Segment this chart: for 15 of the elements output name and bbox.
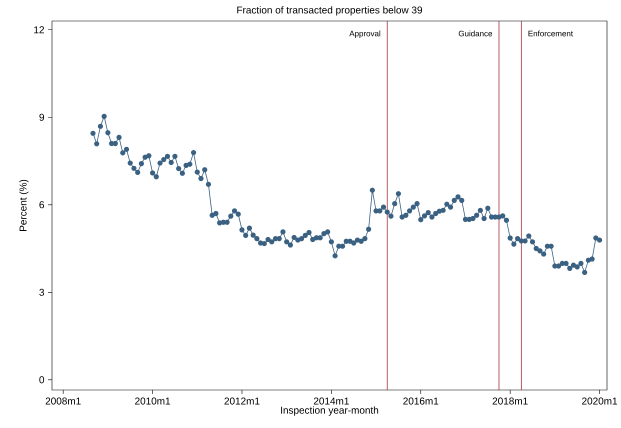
x-tick-label: 2018m1 (492, 398, 528, 405)
x-tick-label: 2014m1 (314, 398, 349, 405)
y-axis-title: Percent (%) (19, 180, 29, 231)
y-tick-label: 12 (34, 26, 44, 34)
chart-title: Fraction of transacted properties below 39 (237, 6, 422, 16)
x-tick-label: 2012m1 (224, 398, 260, 405)
x-tick-label: 2020m1 (582, 398, 618, 405)
x-tick-label: 2010m1 (135, 398, 170, 405)
y-tick-label: 6 (39, 201, 44, 208)
x-tick-label: 2008m1 (46, 398, 81, 405)
y-tick-label: 0 (39, 376, 44, 384)
y-tick-label: 9 (39, 114, 44, 121)
y-tick-label: 3 (39, 288, 44, 296)
x-axis-title: Inspection year-month (281, 406, 378, 416)
x-tick-label: 2016m1 (403, 398, 438, 405)
